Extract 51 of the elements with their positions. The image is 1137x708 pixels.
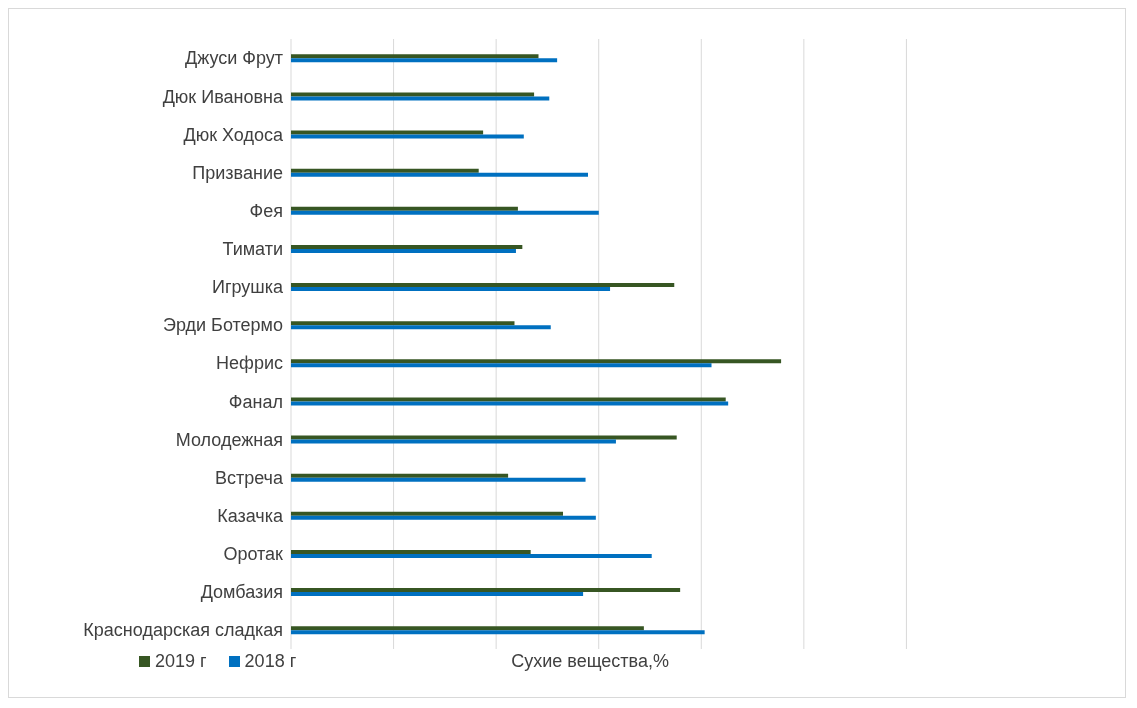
bar <box>291 511 564 516</box>
bar <box>291 359 782 364</box>
bar <box>291 325 551 330</box>
y-tick-label: Фанал <box>228 391 283 412</box>
legend-label: 2019 г <box>155 651 207 672</box>
bar <box>291 172 588 177</box>
y-tick-label: Оротак <box>223 544 284 565</box>
bar <box>291 363 712 368</box>
y-tick-label: Дюк Ивановна <box>162 86 284 107</box>
x-axis-title: Сухие вещества,% <box>511 651 669 672</box>
bar <box>291 435 677 440</box>
bar <box>291 130 484 135</box>
y-tick-label: Молодежная <box>175 429 283 450</box>
y-tick-label: Призвание <box>192 162 283 183</box>
bar <box>291 92 535 97</box>
bar <box>291 397 726 402</box>
bar <box>291 210 599 215</box>
y-tick-label: Встреча <box>214 467 284 488</box>
bar <box>291 96 550 101</box>
legend-label: 2018 г <box>244 651 297 672</box>
y-tick-label: Домбазия <box>200 582 283 603</box>
bar <box>291 630 705 635</box>
bar <box>291 588 681 592</box>
bar <box>291 626 644 631</box>
bar <box>291 248 516 253</box>
bar <box>291 54 539 59</box>
bar <box>291 168 479 173</box>
bar <box>291 477 586 482</box>
y-tick-label: Фея <box>249 200 283 221</box>
bar <box>291 473 509 478</box>
bar <box>291 439 616 444</box>
bar <box>291 58 558 63</box>
bar <box>291 244 523 249</box>
y-tick-label: Нефрис <box>216 353 283 374</box>
bar <box>291 515 596 520</box>
bar <box>291 549 531 554</box>
bar <box>291 206 518 211</box>
y-tick-label: Дюк Ходоса <box>183 124 284 145</box>
bar <box>291 592 584 596</box>
y-tick-label: Эрди Ботермо <box>163 315 283 336</box>
y-tick-label: Краснодарская сладкая <box>83 620 283 641</box>
bar <box>291 283 675 287</box>
y-tick-label: Игрушка <box>211 277 284 298</box>
bar <box>291 401 729 406</box>
y-tick-label: Тимати <box>222 239 283 260</box>
y-tick-label: Казачка <box>217 505 284 526</box>
bar <box>291 287 611 291</box>
bar <box>291 553 652 558</box>
bar <box>291 321 515 326</box>
y-tick-label: Джуси Фрут <box>184 48 283 69</box>
bar <box>291 134 524 139</box>
